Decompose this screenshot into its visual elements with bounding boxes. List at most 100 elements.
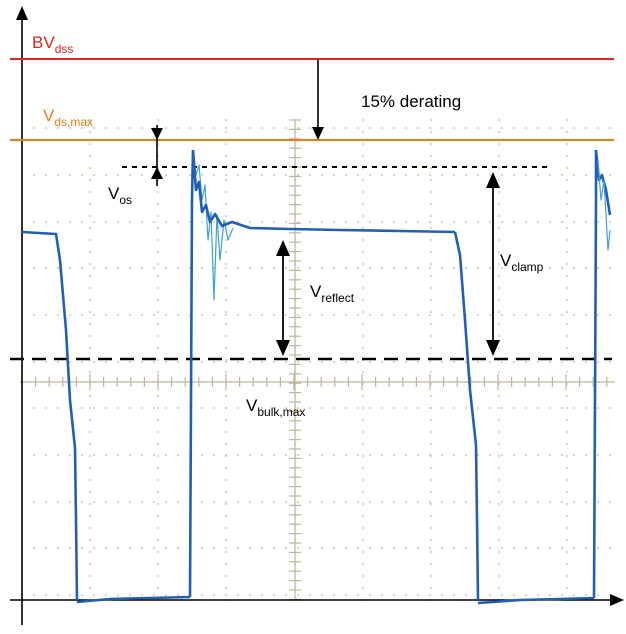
grid-dot	[57, 454, 59, 456]
grid-dot	[225, 501, 227, 503]
grid-dot	[357, 361, 359, 363]
grid-dot	[537, 221, 539, 223]
grid-dot	[297, 361, 299, 363]
grid-dot	[225, 594, 227, 596]
grid-dot	[45, 174, 47, 176]
grid-dot	[165, 594, 167, 596]
vbulk-label: Vbulk,max	[246, 396, 305, 419]
grid-dot	[453, 314, 455, 316]
grid-dot	[153, 267, 155, 269]
grid-dot	[165, 314, 167, 316]
grid-dot	[81, 361, 83, 363]
grid-dot	[362, 527, 364, 529]
grid-dot	[177, 547, 179, 549]
grid-dot	[430, 371, 432, 373]
grid-dot	[393, 547, 395, 549]
grid-dot	[237, 267, 239, 269]
grid-dot	[309, 407, 311, 409]
grid-dot	[165, 267, 167, 269]
grid-dot	[537, 127, 539, 129]
grid-dot	[498, 323, 500, 325]
grid-dot	[477, 361, 479, 363]
grid-dot	[430, 167, 432, 169]
grid-dot	[609, 361, 611, 363]
grid-dot	[498, 419, 500, 421]
grid-dot	[89, 143, 91, 145]
grid-dot	[237, 594, 239, 596]
grid-dot	[81, 454, 83, 456]
grid-dot	[405, 221, 407, 223]
grid-dot	[498, 539, 500, 541]
grid-dot	[465, 267, 467, 269]
grid-dot	[309, 221, 311, 223]
grid-dot	[345, 267, 347, 269]
grid-dot	[157, 503, 159, 505]
grid-dot	[561, 547, 563, 549]
grid-dot	[453, 501, 455, 503]
grid-dot	[225, 203, 227, 205]
grid-dot	[513, 267, 515, 269]
grid-dot	[585, 174, 587, 176]
grid-dot	[117, 314, 119, 316]
grid-dot	[597, 454, 599, 456]
grid-dot	[498, 275, 500, 277]
grid-dot	[465, 361, 467, 363]
grid-dot	[381, 547, 383, 549]
grid-dot	[362, 299, 364, 301]
grid-dot	[157, 263, 159, 265]
grid-dot	[566, 215, 568, 217]
grid-dot	[105, 221, 107, 223]
grid-dot	[129, 221, 131, 223]
grid-dot	[345, 547, 347, 549]
grid-dot	[573, 594, 575, 596]
grid-dot	[105, 407, 107, 409]
grid-dot	[498, 407, 500, 409]
grid-dot	[429, 547, 431, 549]
grid-dot	[362, 131, 364, 133]
grid-dot	[69, 221, 71, 223]
grid-dot	[249, 501, 251, 503]
grid-dot	[45, 221, 47, 223]
grid-dot	[165, 221, 167, 223]
grid-dot	[465, 127, 467, 129]
grid-dot	[105, 547, 107, 549]
grid-dot	[441, 314, 443, 316]
grid-dot	[357, 221, 359, 223]
grid-dot	[157, 359, 159, 361]
grid-dot	[157, 467, 159, 469]
grid-dot	[430, 539, 432, 541]
grid-dot	[566, 299, 568, 301]
grid-dot	[362, 539, 364, 541]
grid-dot	[345, 361, 347, 363]
grid-dot	[362, 251, 364, 253]
grid-dot	[405, 314, 407, 316]
grid-dot	[393, 407, 395, 409]
grid-dot	[89, 515, 91, 517]
grid-dot	[285, 267, 287, 269]
grid-dot	[285, 454, 287, 456]
grid-dot	[81, 174, 83, 176]
grid-dot	[566, 335, 568, 337]
grid-dot	[225, 143, 227, 145]
grid-dot	[273, 127, 275, 129]
grid-dot	[157, 491, 159, 493]
grid-dot	[321, 361, 323, 363]
grid-dot	[430, 575, 432, 577]
grid-dot	[362, 155, 364, 157]
grid-dot	[525, 547, 527, 549]
grid-dot	[157, 395, 159, 397]
grid-dot	[213, 174, 215, 176]
grid-dot	[333, 127, 335, 129]
grid-dot	[89, 395, 91, 397]
grid-dot	[489, 361, 491, 363]
grid-dot	[537, 454, 539, 456]
grid-dot	[225, 174, 227, 176]
grid-dot	[489, 174, 491, 176]
grid-dot	[321, 594, 323, 596]
grid-dot	[93, 221, 95, 223]
grid-dot	[498, 215, 500, 217]
grid-dot	[498, 311, 500, 313]
grid-dot	[285, 221, 287, 223]
grid-dot	[89, 239, 91, 241]
grid-dot	[357, 454, 359, 456]
